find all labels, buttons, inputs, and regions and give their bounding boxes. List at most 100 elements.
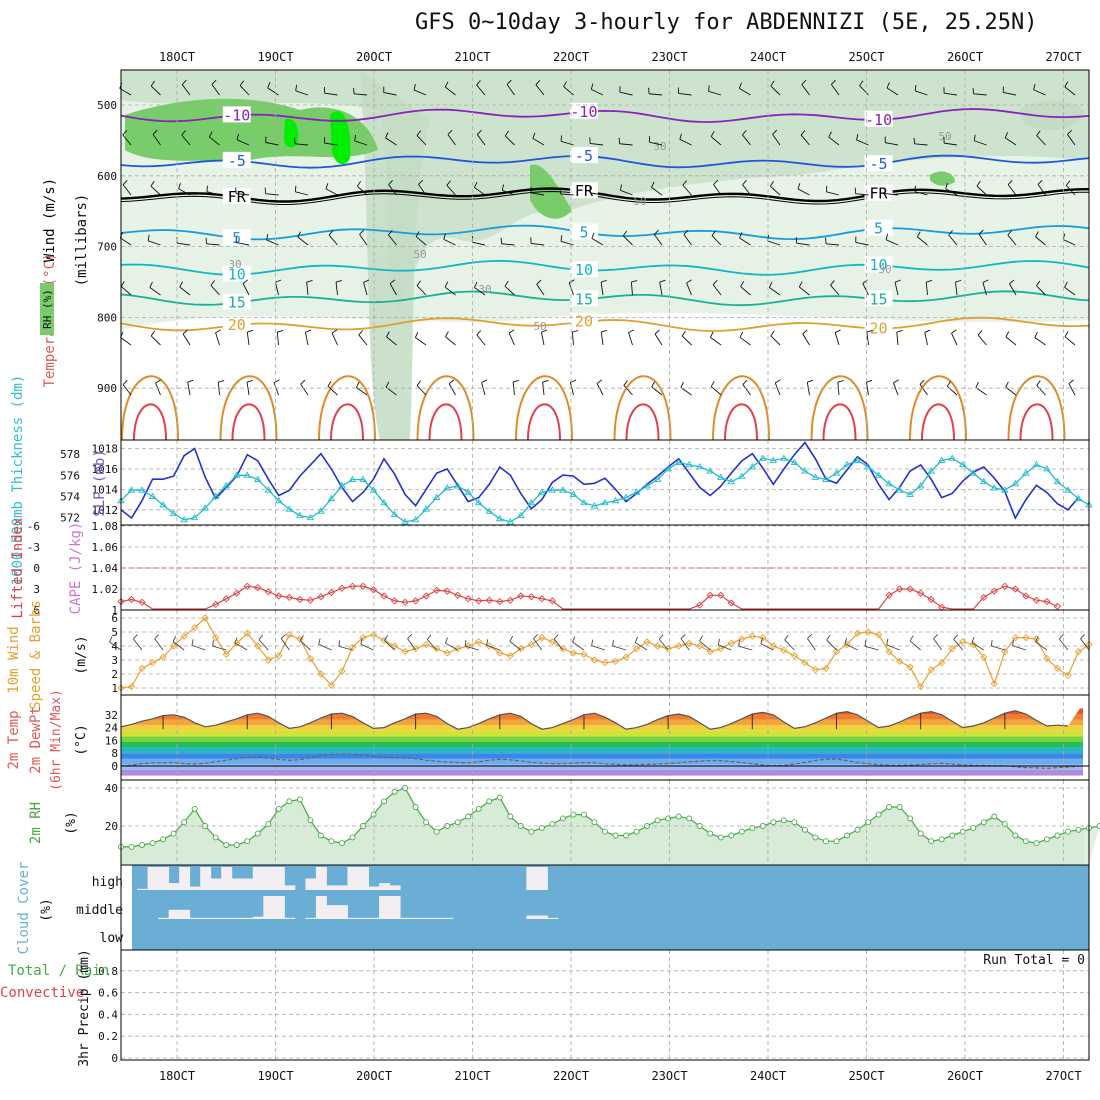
wind-barb (358, 334, 368, 346)
wind-barb (295, 143, 309, 146)
thickness-marker (159, 501, 167, 508)
wind-barb (476, 84, 486, 96)
temp-contour-loop-30 (527, 403, 561, 441)
wind-barb (914, 143, 928, 146)
wind-barb (388, 184, 397, 196)
wind-10m-barb (718, 644, 732, 651)
wind-speed-marker (590, 656, 599, 664)
wind-barb (769, 287, 781, 296)
rh2m-marker (780, 817, 787, 824)
temp-band (121, 742, 1083, 748)
thickness-marker (474, 498, 483, 506)
cloud-bar-high (168, 883, 180, 890)
wind-barb-flag (155, 379, 161, 384)
wind-barb (767, 240, 781, 246)
temp-band (121, 758, 1083, 765)
wind-barb (944, 142, 958, 146)
rh2m-marker (896, 804, 903, 810)
wind-barb (1004, 137, 1017, 146)
cloud-bar-middle (179, 909, 191, 919)
li-marker (264, 588, 272, 596)
wind-barb (416, 285, 427, 296)
wind-10m-barb (299, 640, 311, 651)
rh2m-marker (412, 804, 419, 810)
temp-contour-loop-25 (219, 375, 278, 441)
rh2m-marker (254, 830, 261, 837)
wind-barb-flag (1005, 381, 1009, 388)
cloud-bar-middle (315, 896, 327, 919)
wind-barb (295, 90, 309, 96)
wind-10m-barb (680, 638, 690, 651)
contour-label-bg (569, 312, 598, 329)
thickness-marker (653, 475, 662, 482)
wind-barb (590, 192, 604, 196)
wind-barb-flag (354, 134, 357, 141)
wind-speed-tick: 1 (111, 682, 118, 695)
wind-barb (354, 93, 368, 96)
li-marker (306, 596, 315, 604)
thickness-marker (401, 518, 409, 525)
wind-barb (177, 242, 191, 246)
thickness-marker (737, 472, 746, 479)
wind-barb (678, 92, 692, 96)
wind-speed-marker (422, 640, 430, 649)
wind-barb (682, 184, 692, 196)
temp-contour-line (120, 316, 1090, 332)
thickness-marker (695, 462, 704, 470)
wind-barb (155, 382, 161, 396)
wind-barb (600, 332, 604, 346)
cloud-bar-middle (189, 917, 201, 919)
wind-barb (1007, 234, 1017, 246)
temp-contour-loop-30 (1019, 403, 1054, 441)
wind-barb (389, 283, 397, 296)
date-label-top: 26OCT (947, 50, 983, 64)
li-line (120, 585, 1058, 610)
thickness-marker (790, 458, 799, 466)
wind-speed-marker (601, 659, 609, 667)
wind-barb-flag (802, 329, 808, 335)
wind-barb-flag (476, 330, 482, 336)
wind-barb (924, 332, 928, 346)
wind-barb (796, 242, 810, 246)
wind-barb-flag (710, 131, 715, 137)
rh2m-line (121, 787, 1100, 848)
wind-barb (295, 191, 309, 196)
wind-barb (628, 332, 633, 346)
thickness-marker (906, 490, 914, 497)
wind-barb-flag (680, 381, 684, 388)
wind-barb (982, 282, 987, 296)
wind-barb (948, 234, 958, 246)
wind-barb (324, 142, 338, 146)
wind-speed-marker (212, 633, 220, 642)
wind-barb-flag (596, 379, 603, 384)
wind-barb-flag (328, 230, 334, 236)
wind-barb (236, 139, 250, 146)
wind-speed-marker (243, 629, 251, 638)
wind-speed-marker (822, 664, 830, 673)
wind-barb-flag (948, 230, 953, 236)
contour-label-bg (864, 256, 893, 273)
date-label-top: 19OCT (257, 50, 293, 64)
wind-barb-flag (150, 80, 155, 87)
date-label-bottom: 22OCT (553, 1069, 589, 1083)
wind-10m-barb-flag (154, 634, 160, 640)
wind-barb-flag (859, 80, 864, 86)
wind-barb-flag (388, 230, 393, 236)
wind-barb-flag (710, 331, 714, 338)
contour-label: 10 (575, 261, 593, 279)
cloud-bar-high (389, 885, 401, 890)
cloud-bar-middle (168, 909, 180, 919)
thickness-marker (253, 475, 262, 482)
wind-barb-flag (742, 130, 747, 136)
temp-contour-loop-25 (515, 375, 573, 441)
wind-barb (770, 85, 781, 96)
thickness-marker (222, 482, 231, 489)
thickness-marker (495, 514, 504, 522)
wind-barb (828, 136, 840, 146)
wind-barb-flag (416, 280, 421, 286)
precip-tick: 0.4 (98, 1008, 118, 1021)
cape-tick: 1 (111, 604, 118, 617)
slp-thickness-frame (120, 439, 1090, 526)
date-label-top: 21OCT (454, 50, 490, 64)
